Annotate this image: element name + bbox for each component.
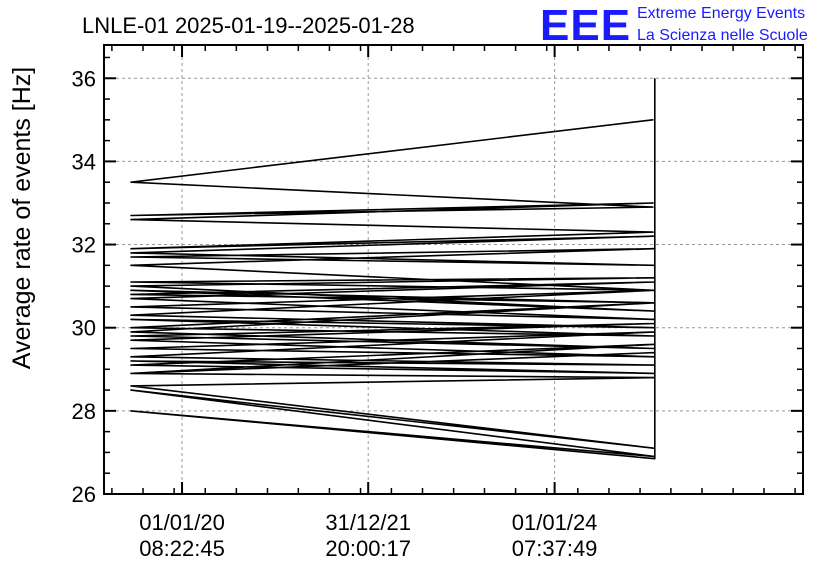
x-tick-label-date: 01/01/20 [139, 510, 225, 535]
y-tick-label: 34 [72, 149, 96, 174]
logo-line-2: La Scienza nelle Scuole [637, 27, 808, 44]
y-tick-labels: 26 28 30 32 34 36 [72, 66, 96, 507]
y-tick-label: 32 [72, 233, 96, 258]
y-tick-label: 26 [72, 482, 96, 507]
x-tick-label-time: 20:00:17 [325, 536, 411, 561]
logo-line-1: Extreme Energy Events [637, 5, 805, 22]
eee-logo: EEE Extreme Energy Events La Scienza nel… [540, 1, 808, 50]
chart-title: LNLE-01 2025-01-19--2025-01-28 [82, 13, 415, 38]
series-lines [130, 78, 656, 460]
axis-ticks [104, 45, 803, 495]
y-tick-label: 30 [72, 316, 96, 341]
y-tick-label: 36 [72, 66, 96, 91]
x-tick-label-date: 01/01/24 [512, 510, 598, 535]
x-tick-label-date: 31/12/21 [325, 510, 411, 535]
y-axis-label: Average rate of events [Hz] [8, 67, 36, 369]
series-line [130, 78, 656, 460]
x-tick-label-time: 07:37:49 [512, 536, 598, 561]
logo-letters: EEE [540, 1, 631, 50]
x-tick-label-time: 08:22:45 [139, 536, 225, 561]
y-tick-label: 28 [72, 399, 96, 424]
